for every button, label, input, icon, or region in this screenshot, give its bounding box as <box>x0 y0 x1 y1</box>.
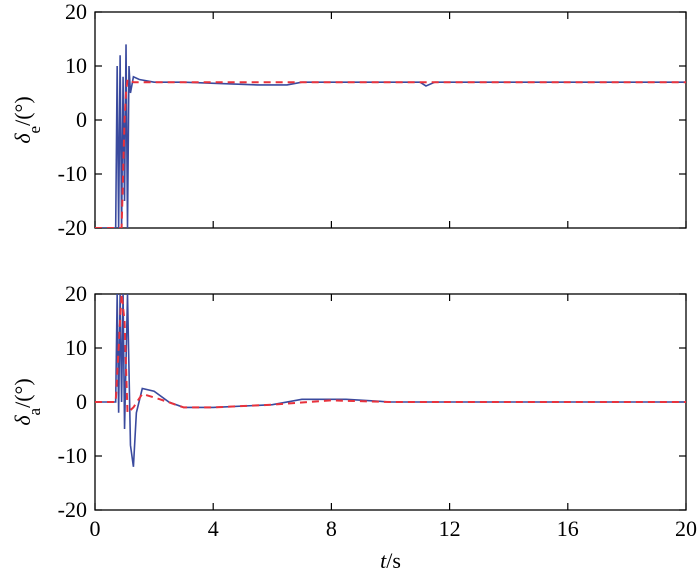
y-label-unit: /(°) <box>10 96 35 126</box>
x-tick-label: 16 <box>557 516 579 541</box>
x-tick-label: 0 <box>90 516 101 541</box>
y-tick-label: 0 <box>76 389 87 414</box>
data-line <box>95 44 686 228</box>
data-line <box>95 78 686 228</box>
plot-frame <box>94 11 687 229</box>
y-label-subscript: e <box>25 126 44 134</box>
y-tick-label: 0 <box>76 107 87 132</box>
x-axis-label: t/s <box>380 548 401 573</box>
x-label-symbol: t <box>380 548 387 573</box>
x-label-unit: /s <box>386 548 401 573</box>
y-axis-label: δa/(°) <box>10 378 44 425</box>
x-tick-label: 4 <box>208 516 219 541</box>
y-tick-label: 10 <box>65 53 87 78</box>
y-label-subscript: a <box>25 407 44 415</box>
y-label-symbol: δ <box>10 415 35 426</box>
y-tick-label: 20 <box>65 281 87 306</box>
data-line <box>95 294 686 467</box>
y-axis-label: δe/(°) <box>10 96 44 143</box>
data-line <box>95 294 686 416</box>
y-tick-label: -10 <box>58 443 87 468</box>
panel: -20 -10 0 10 20 δe/(°) <box>10 0 687 240</box>
x-tick-label: 20 <box>675 516 697 541</box>
y-tick-label: 10 <box>65 335 87 360</box>
y-label-unit: /(°) <box>10 378 35 408</box>
y-tick-label: -20 <box>58 497 87 522</box>
y-tick-label: -20 <box>58 215 87 240</box>
x-tick-label: 12 <box>439 516 461 541</box>
y-tick-label: 20 <box>65 0 87 24</box>
y-label-symbol: δ <box>10 133 35 144</box>
x-tick-label: 8 <box>326 516 337 541</box>
y-tick-label: -10 <box>58 161 87 186</box>
panel: -20 -10 0 10 20 0 4 8 12 16 20 δa/(°) t/s <box>10 281 697 573</box>
